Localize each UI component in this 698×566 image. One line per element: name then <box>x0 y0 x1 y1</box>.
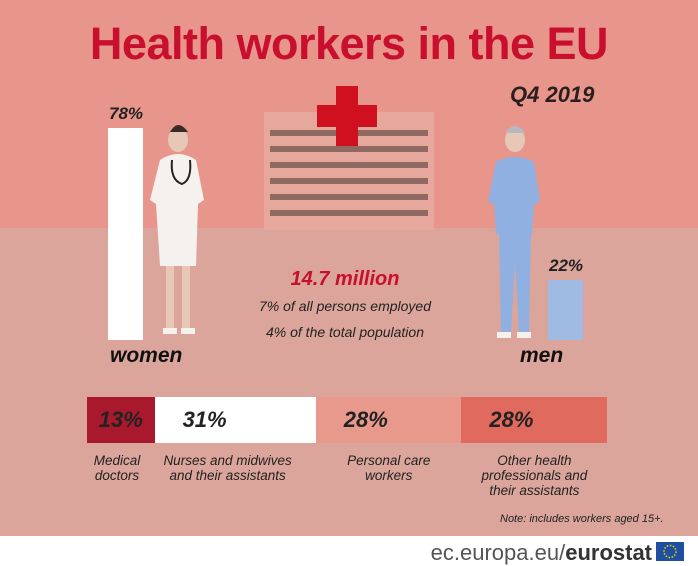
source-domain: ec.europa.eu/ <box>430 540 566 565</box>
category-label: Personal care workers <box>347 453 431 483</box>
bar <box>108 127 143 340</box>
footnote: Note: includes workers aged 15+. <box>500 513 664 525</box>
category-label: men <box>520 344 564 367</box>
bar <box>548 280 583 340</box>
source-bar: ec.europa.eu/eurostat <box>0 536 698 566</box>
value-label: 28% <box>343 407 388 432</box>
segment <box>315 397 462 443</box>
category-label: Other health professionals and their ass… <box>481 453 588 498</box>
category-label: Medical doctors <box>93 453 141 483</box>
eu-flag <box>656 542 684 561</box>
value-label: 28% <box>489 407 534 432</box>
category-label: women <box>110 344 183 367</box>
total: 14.7 million <box>290 268 400 290</box>
category-label: Nurses and midwives and their assistants <box>163 453 292 483</box>
value-label: 13% <box>98 407 143 432</box>
note: 7% of all persons employed <box>259 298 431 314</box>
source: ec.europa.eu/eurostat <box>431 540 652 566</box>
subtitle: Q4 2019 <box>510 82 595 107</box>
segment <box>461 397 607 443</box>
value-label: 78% <box>108 103 144 123</box>
segment <box>87 397 155 443</box>
value-label: 22% <box>548 256 584 276</box>
value-label: 31% <box>182 407 227 432</box>
source-brand: eurostat <box>565 540 652 565</box>
note: 4% of the total population <box>265 324 424 340</box>
segment <box>154 397 316 443</box>
title: Health workers in the EU <box>89 18 609 69</box>
